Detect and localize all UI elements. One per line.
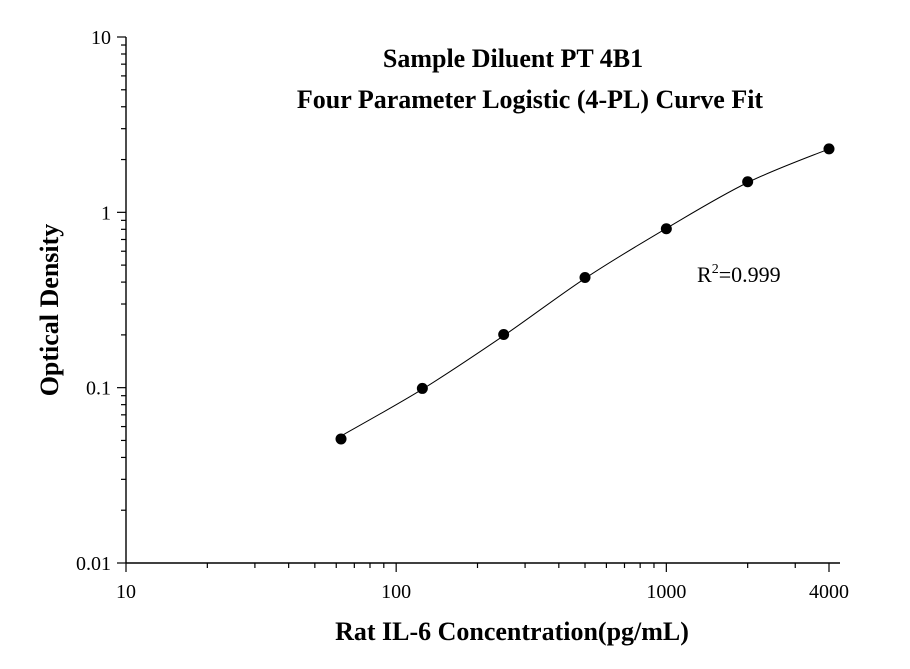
fit-curve-layer [340,148,830,437]
data-point [335,433,347,445]
x-tick-label: 4000 [809,581,849,603]
x-tick-label: 10 [116,581,136,603]
r-squared-value: =0.999 [719,262,781,287]
data-point [416,382,428,394]
fit-curve [340,148,830,437]
x-tick-label: 100 [381,581,411,603]
chart-title: Sample Diluent PT 4B1 [383,44,643,73]
r-squared-superscript: 2 [712,262,719,277]
y-axis-label: Optical Density [35,224,64,397]
data-point [498,329,510,341]
data-points [335,143,835,445]
y-tick-label: 10 [91,27,111,49]
axes [125,37,840,564]
y-tick-label: 0.1 [86,378,111,400]
x-axis-label: Rat IL-6 Concentration(pg/mL) [335,617,689,646]
data-point [823,143,835,155]
chart-subtitle: Four Parameter Logistic (4-PL) Curve Fit [297,85,764,114]
y-tick-label: 0.01 [76,553,111,575]
data-point [742,176,754,188]
data-point [660,223,672,235]
r-squared-base: R [697,262,712,287]
r-squared-annotation: R2=0.999 [697,262,781,287]
data-point [579,271,591,283]
x-tick-label: 1000 [646,581,686,603]
y-tick-label: 1 [101,202,111,224]
